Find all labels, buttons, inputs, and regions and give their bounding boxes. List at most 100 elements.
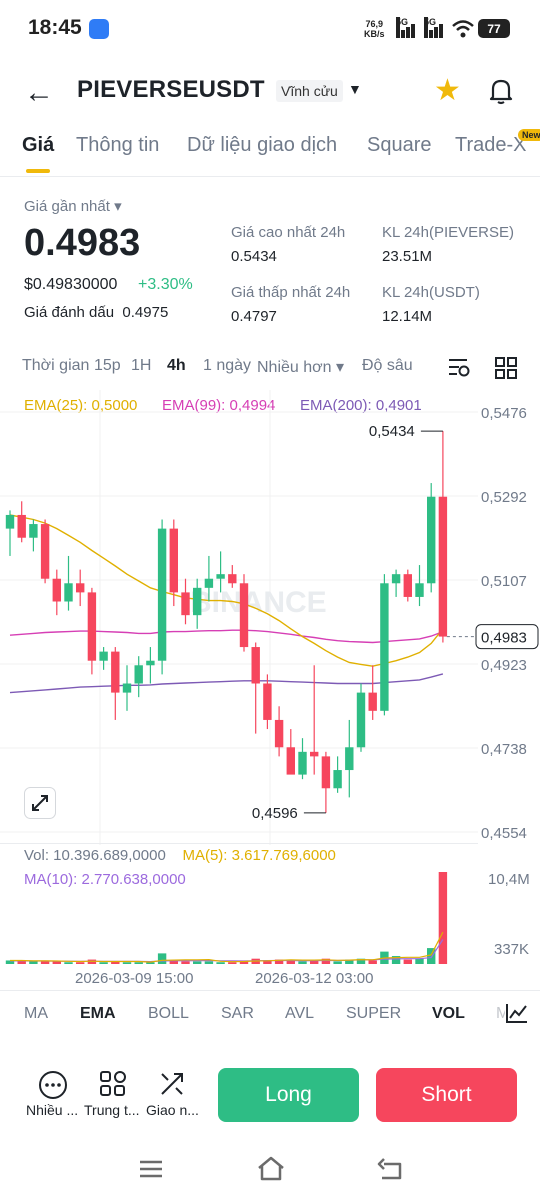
candle-body bbox=[321, 756, 331, 789]
binance-watermark: BINANCE bbox=[190, 586, 327, 619]
candle-body bbox=[204, 578, 214, 588]
divider bbox=[0, 176, 540, 177]
active-tab-indicator bbox=[26, 169, 50, 173]
candle-body bbox=[228, 574, 237, 584]
tf-1d[interactable]: 1 ngày bbox=[203, 357, 252, 374]
tab-trade-x[interactable]: Trade-X bbox=[455, 134, 527, 156]
candle-body bbox=[286, 747, 295, 775]
favorite-star-icon[interactable]: ★ bbox=[434, 74, 461, 107]
ema25-legend: EMA(25): 0,5000 bbox=[24, 397, 138, 414]
trade-label[interactable]: Giao n... bbox=[146, 1102, 199, 1118]
tab-square[interactable]: Square bbox=[367, 134, 432, 156]
center-label[interactable]: Trung t... bbox=[84, 1102, 140, 1118]
back-nav-icon[interactable] bbox=[376, 1156, 404, 1182]
candle-body bbox=[251, 647, 260, 684]
tab-trading-data[interactable]: Dữ liệu giao dịch bbox=[187, 134, 338, 156]
pair-title[interactable]: PIEVERSEUSDT bbox=[77, 76, 265, 103]
vol-ma5-line bbox=[10, 931, 444, 963]
vol-value: Vol: 10.396.689,0000 bbox=[24, 847, 166, 864]
volume-bar bbox=[122, 962, 132, 964]
candle-body bbox=[427, 496, 436, 584]
more-icon[interactable] bbox=[38, 1070, 68, 1100]
volume-legend-row: Vol: 10.396.689,0000 MA(5): 3.617.769,60… bbox=[24, 847, 336, 864]
tf-more[interactable]: Nhiều hơn ▾ bbox=[257, 359, 345, 376]
back-arrow-icon[interactable]: ← bbox=[24, 76, 54, 109]
trade-icon[interactable] bbox=[158, 1070, 186, 1098]
center-grid-icon[interactable] bbox=[99, 1070, 127, 1098]
tab-price[interactable]: Giá bbox=[22, 134, 55, 156]
low-24h-label: Giá thấp nhất 24h bbox=[231, 284, 351, 301]
price-axis-label: 0,4923 bbox=[481, 657, 527, 674]
candle-body bbox=[169, 528, 178, 593]
indicator-boll[interactable]: BOLL bbox=[148, 1005, 189, 1022]
home-nav-icon[interactable] bbox=[256, 1156, 286, 1182]
volume-bar bbox=[146, 962, 155, 964]
volume-bar bbox=[64, 962, 73, 964]
tab-info[interactable]: Thông tin bbox=[76, 134, 160, 156]
layout-grid-icon[interactable] bbox=[495, 357, 517, 379]
vol-base-value: 23.51M bbox=[382, 248, 433, 265]
tf-15m[interactable]: 15p bbox=[94, 357, 121, 374]
expand-icon[interactable] bbox=[24, 787, 56, 819]
last-price: 0.4983 bbox=[24, 222, 141, 264]
more-label[interactable]: Nhiều ... bbox=[26, 1102, 79, 1118]
chart-settings-icon[interactable] bbox=[447, 357, 471, 379]
candle-body bbox=[17, 514, 26, 538]
mark-price-label: Giá đánh dấu bbox=[24, 304, 115, 321]
price-axis-label: 0,4554 bbox=[481, 825, 527, 842]
low-24h-value: 0.4797 bbox=[231, 308, 277, 325]
caret-down-icon[interactable]: ▼ bbox=[348, 81, 362, 97]
indicator-ma[interactable]: MA bbox=[24, 1005, 48, 1022]
divider bbox=[0, 990, 540, 991]
volume-bar bbox=[321, 958, 331, 964]
volume-bar bbox=[52, 961, 61, 964]
candlestick-chart[interactable]: BINANCE 0,5476 0,5292 0,5107 0,4923 0,4738 0,… bbox=[0, 390, 540, 990]
volume-bar bbox=[181, 961, 190, 964]
candle-body bbox=[415, 583, 424, 597]
tf-4h[interactable]: 4h bbox=[167, 357, 186, 374]
indicator-ema[interactable]: EMA bbox=[80, 1005, 116, 1022]
indicator-chart-icon[interactable] bbox=[505, 1002, 529, 1024]
indicator-vol[interactable]: VOL bbox=[432, 1005, 465, 1022]
ema200-line bbox=[9, 673, 444, 694]
low-marker-label: 0,4596 bbox=[252, 805, 298, 822]
current-price-tag bbox=[475, 624, 539, 650]
status-time: 18:45 bbox=[28, 16, 82, 39]
candle-body bbox=[146, 660, 155, 666]
contract-type-badge[interactable]: Vĩnh cửu bbox=[276, 80, 343, 102]
candle-body bbox=[216, 574, 225, 579]
volume-bar bbox=[204, 961, 214, 964]
tf-1h[interactable]: 1H bbox=[131, 357, 152, 374]
candle-body bbox=[122, 683, 132, 693]
bell-icon[interactable] bbox=[486, 76, 516, 106]
tf-time[interactable]: Thời gian bbox=[22, 357, 90, 374]
sim2-label: 5G bbox=[424, 17, 436, 38]
indicator-super[interactable]: SUPER bbox=[346, 1005, 402, 1022]
candle-body bbox=[134, 665, 143, 684]
ema99-legend: EMA(99): 0,4994 bbox=[162, 397, 276, 414]
candle-body bbox=[298, 751, 307, 775]
candle-body bbox=[111, 651, 120, 693]
volume-bar bbox=[427, 948, 436, 964]
long-button[interactable]: Long bbox=[218, 1068, 359, 1122]
indicator-avl[interactable]: AVL bbox=[285, 1005, 315, 1022]
ema99-line bbox=[9, 629, 444, 644]
volume-bar bbox=[403, 959, 412, 964]
indicator-sar[interactable]: SAR bbox=[221, 1005, 254, 1022]
last-price-label[interactable]: Giá gần nhất ▾ bbox=[24, 198, 122, 215]
candle-body bbox=[99, 651, 108, 661]
candle-body bbox=[181, 592, 190, 616]
volume-bar bbox=[40, 960, 50, 964]
candle-body bbox=[310, 751, 319, 757]
high-24h-value: 0.5434 bbox=[231, 248, 277, 265]
candle-body bbox=[64, 583, 73, 602]
tf-depth[interactable]: Độ sâu bbox=[362, 357, 413, 374]
volume-bar bbox=[274, 959, 284, 964]
menu-nav-icon[interactable] bbox=[138, 1158, 164, 1180]
short-button[interactable]: Short bbox=[376, 1068, 517, 1122]
vol-quote-label: KL 24h(USDT) bbox=[382, 284, 480, 301]
net-speed-value: 76,9 bbox=[365, 19, 384, 29]
app-notification-icon bbox=[89, 19, 109, 39]
vol-axis-bottom: 337K bbox=[494, 941, 529, 958]
current-price-value: 0,4983 bbox=[481, 630, 527, 647]
